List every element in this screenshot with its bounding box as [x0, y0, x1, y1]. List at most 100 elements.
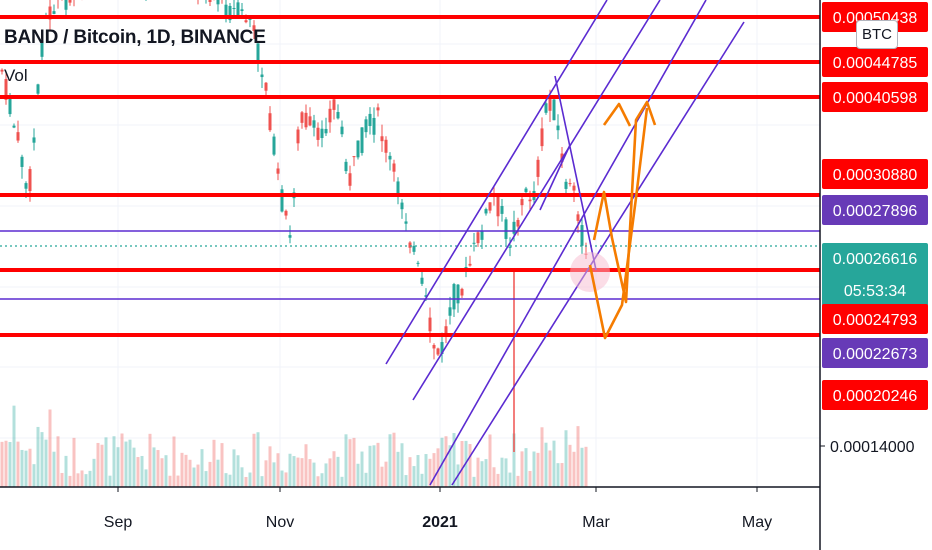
- price-label-box: [822, 82, 928, 112]
- candle-body: [264, 82, 268, 91]
- trend-line: [554, 75, 597, 271]
- candle-body: [216, 0, 220, 5]
- candle-body: [368, 113, 372, 127]
- candle-body: [4, 79, 8, 100]
- volume-bar: [40, 432, 44, 487]
- volume-bar: [416, 455, 420, 487]
- volume-bar: [376, 442, 380, 487]
- candle-body: [224, 4, 228, 18]
- price-label-box: [822, 338, 928, 368]
- candle-body: [408, 242, 412, 248]
- volume-bar: [468, 444, 472, 487]
- volume-bar: [124, 441, 128, 487]
- volume-bar: [448, 445, 452, 487]
- price-label-text: 0.00044785: [833, 55, 918, 72]
- volume-bar: [492, 467, 496, 487]
- volume-bar: [228, 474, 232, 487]
- volume-indicator-label[interactable]: Vol: [4, 66, 28, 85]
- volume-bar: [136, 457, 140, 487]
- volume-bar: [316, 476, 320, 487]
- volume-bar: [200, 449, 204, 487]
- volume-bar: [496, 473, 500, 487]
- volume-bar: [112, 436, 116, 487]
- candle-body: [300, 112, 304, 123]
- candle-body: [24, 183, 28, 189]
- volume-bar: [388, 434, 392, 487]
- candle-body: [16, 132, 20, 141]
- volume-bar: [236, 455, 240, 487]
- candle-body: [356, 140, 360, 158]
- volume-bar: [544, 442, 548, 487]
- projection-path-high: [592, 100, 657, 304]
- volume-bar: [156, 450, 160, 487]
- volume-bar: [452, 433, 456, 487]
- x-tick-label: Sep: [104, 514, 133, 531]
- volume-bar: [116, 447, 120, 487]
- candle-body: [512, 221, 516, 234]
- volume-bar: [220, 443, 224, 487]
- volume-bar: [288, 453, 292, 487]
- volume-bar: [320, 473, 324, 487]
- candle-body: [580, 225, 584, 246]
- volume-bar: [332, 451, 336, 487]
- candle-body: [320, 128, 324, 139]
- candle-body: [360, 127, 364, 153]
- volume-bar: [224, 473, 228, 487]
- x-tick-label: Nov: [266, 514, 294, 531]
- volume-bar: [176, 475, 180, 487]
- channel-line: [451, 21, 745, 486]
- volume-bar: [528, 470, 532, 487]
- volume-bar: [68, 475, 72, 487]
- candle-body: [312, 120, 316, 128]
- volume-bar: [552, 440, 556, 487]
- candle-body: [380, 136, 384, 142]
- volume-bar: [460, 441, 464, 487]
- candle-body: [336, 111, 340, 119]
- channel-line: [539, 144, 571, 211]
- price-label-text: 0.00020246: [833, 388, 918, 405]
- volume-bar: [20, 449, 24, 487]
- currency-badge[interactable]: BTC: [856, 20, 898, 49]
- price-label-text: 0.00026616: [833, 251, 918, 268]
- volume-bar: [92, 458, 96, 487]
- volume-bar: [568, 444, 572, 487]
- volume-bar: [412, 466, 416, 487]
- channel-line: [385, 0, 608, 365]
- candle-body: [8, 98, 12, 115]
- volume-bar: [208, 461, 212, 487]
- price-label-box: [822, 47, 928, 77]
- volume-bar: [372, 445, 376, 487]
- candle-body: [436, 348, 440, 355]
- candle-body: [572, 185, 576, 191]
- candle-body: [260, 74, 264, 78]
- volume-bar: [140, 455, 144, 487]
- candle-body: [540, 128, 544, 147]
- candle-body: [280, 189, 284, 212]
- volume-bar: [580, 447, 584, 487]
- candle-body: [236, 2, 240, 16]
- volume-bar: [560, 463, 564, 487]
- candle-body: [396, 181, 400, 196]
- volume-bar: [396, 451, 400, 487]
- volume-bar: [432, 453, 436, 487]
- volume-bar: [364, 472, 368, 487]
- volume-bar: [484, 459, 488, 487]
- x-tick-label: Mar: [582, 514, 610, 531]
- volume-bar: [96, 442, 100, 487]
- volume-bar: [168, 475, 172, 487]
- candle-body: [276, 168, 280, 174]
- volume-bar: [172, 436, 176, 487]
- volume-bar: [80, 470, 84, 487]
- volume-bar: [204, 471, 208, 487]
- volume-bar: [520, 451, 524, 487]
- candle-body: [460, 288, 464, 296]
- candle-body: [272, 136, 276, 155]
- volume-bar: [104, 437, 108, 487]
- volume-bar: [164, 455, 168, 487]
- candle-body: [208, 0, 212, 3]
- volume-bar: [296, 457, 300, 487]
- volume-bar: [536, 452, 540, 487]
- volume-bar: [472, 476, 476, 487]
